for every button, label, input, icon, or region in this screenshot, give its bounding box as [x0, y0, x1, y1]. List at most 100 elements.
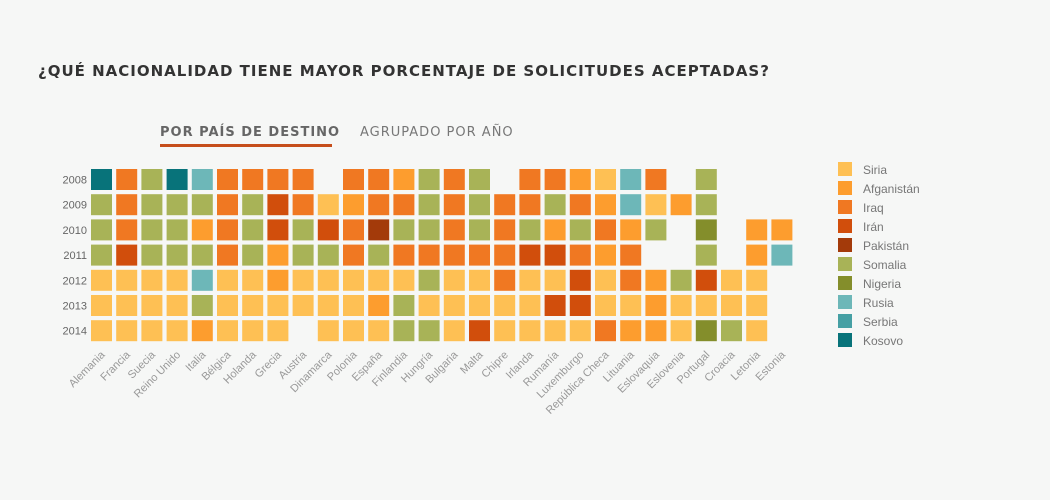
heatmap-cell[interactable]: Eslovenia 2013: Siria: [670, 295, 692, 316]
heatmap-cell[interactable]: Bulgaria 2014: Siria: [443, 320, 465, 342]
heatmap-cell[interactable]: Italia 2008: Rusia: [191, 169, 213, 190]
heatmap-cell[interactable]: Estonia 2010: Afganistán: [771, 219, 793, 241]
heatmap-cell[interactable]: Alemania 2013: Siria: [91, 295, 112, 316]
heatmap-cell[interactable]: Rumanía 2011: Irán: [544, 244, 566, 266]
heatmap-cell[interactable]: Chipre 2009: Iraq: [494, 194, 516, 216]
heatmap-cell[interactable]: Finlandia 2012: Siria: [393, 269, 415, 291]
heatmap-cell[interactable]: Luxemburgo 2013: Irán: [569, 295, 591, 316]
heatmap-cell[interactable]: Francia 2009: Iraq: [116, 194, 138, 216]
heatmap-cell[interactable]: Chipre 2012: Iraq: [494, 269, 516, 291]
heatmap-cell[interactable]: República Checa 2008: Siria: [595, 169, 616, 190]
heatmap-cell[interactable]: Hungría 2012: Somalia: [418, 269, 440, 291]
heatmap-cell[interactable]: Suecia 2013: Siria: [141, 295, 163, 316]
heatmap-cell[interactable]: Bélgica 2013: Siria: [217, 295, 238, 316]
heatmap-cell[interactable]: Holanda 2012: Siria: [242, 269, 264, 291]
heatmap-cell[interactable]: Grecia 2012: Afganistán: [267, 269, 289, 291]
tab-por-pais-de-destino[interactable]: POR PAÍS DE DESTINO: [160, 125, 341, 140]
heatmap-cell[interactable]: Holanda 2014: Siria: [242, 320, 264, 342]
heatmap-cell[interactable]: Portugal 2009: Somalia: [695, 194, 717, 216]
heatmap-cell[interactable]: Eslovaquia 2012: Afganistán: [645, 269, 667, 291]
heatmap-cell[interactable]: Dinamarca 2009: Siria: [317, 194, 339, 216]
heatmap-cell[interactable]: Hungría 2010: Somalia: [418, 219, 440, 241]
heatmap-cell[interactable]: Dinamarca 2010: Irán: [317, 219, 339, 241]
heatmap-cell[interactable]: Austria 2009: Iraq: [292, 194, 314, 216]
heatmap-cell[interactable]: Lituania 2014: Afganistán: [620, 320, 642, 342]
heatmap-cell[interactable]: España 2012: Siria: [368, 269, 390, 291]
tab-agrupado-por-ano[interactable]: AGRUPADO POR AÑO: [360, 125, 514, 140]
heatmap-cell[interactable]: Portugal 2014: Nigeria: [695, 320, 717, 342]
heatmap-cell[interactable]: Finlandia 2013: Somalia: [393, 295, 415, 316]
heatmap-cell[interactable]: Francia 2011: Irán: [116, 244, 138, 266]
heatmap-cell[interactable]: Eslovaquia 2014: Afganistán: [645, 320, 667, 342]
heatmap-cell[interactable]: Rumanía 2013: Irán: [544, 295, 566, 316]
heatmap-cell[interactable]: Bulgaria 2008: Iraq: [443, 169, 465, 190]
heatmap-cell[interactable]: Chipre 2011: Iraq: [494, 244, 516, 266]
heatmap-cell[interactable]: Eslovaquia 2008: Iraq: [645, 169, 667, 190]
heatmap-cell[interactable]: República Checa 2012: Siria: [595, 269, 616, 291]
heatmap-cell[interactable]: Lituania 2011: Iraq: [620, 244, 642, 266]
heatmap-cell[interactable]: Grecia 2014: Siria: [267, 320, 289, 342]
heatmap-cell[interactable]: Austria 2011: Somalia: [292, 244, 314, 266]
heatmap-cell[interactable]: Malta 2010: Somalia: [469, 219, 490, 241]
heatmap-cell[interactable]: Croacia 2013: Siria: [721, 295, 742, 316]
heatmap-cell[interactable]: España 2010: Pakistán: [368, 219, 390, 241]
heatmap-cell[interactable]: Austria 2008: Iraq: [292, 169, 314, 190]
heatmap-cell[interactable]: República Checa 2013: Siria: [595, 295, 616, 316]
heatmap-cell[interactable]: Luxemburgo 2010: Somalia: [569, 219, 591, 241]
heatmap-cell[interactable]: Holanda 2013: Siria: [242, 295, 264, 316]
heatmap-cell[interactable]: Francia 2010: Iraq: [116, 219, 138, 241]
heatmap-cell[interactable]: Alemania 2010: Somalia: [91, 219, 112, 241]
heatmap-cell[interactable]: Irlanda 2011: Irán: [519, 244, 541, 266]
heatmap-cell[interactable]: Chipre 2010: Iraq: [494, 219, 516, 241]
heatmap-cell[interactable]: República Checa 2014: Iraq: [595, 320, 616, 342]
heatmap-cell[interactable]: Hungría 2013: Siria: [418, 295, 440, 316]
heatmap-cell[interactable]: Rumanía 2010: Afganistán: [544, 219, 566, 241]
heatmap-cell[interactable]: Irlanda 2014: Siria: [519, 320, 541, 342]
heatmap-cell[interactable]: Dinamarca 2012: Siria: [317, 269, 339, 291]
heatmap-cell[interactable]: Austria 2012: Siria: [292, 269, 314, 291]
heatmap-cell[interactable]: Polonia 2010: Iraq: [343, 219, 364, 241]
heatmap-cell[interactable]: Suecia 2008: Somalia: [141, 169, 163, 190]
heatmap-cell[interactable]: Letonia 2012: Siria: [746, 269, 768, 291]
heatmap-cell[interactable]: Eslovenia 2009: Afganistán: [670, 194, 692, 216]
heatmap-cell[interactable]: Polonia 2012: Siria: [343, 269, 364, 291]
heatmap-cell[interactable]: Luxemburgo 2011: Iraq: [569, 244, 591, 266]
heatmap-cell[interactable]: Lituania 2008: Rusia: [620, 169, 642, 190]
heatmap-cell[interactable]: Finlandia 2011: Iraq: [393, 244, 415, 266]
heatmap-cell[interactable]: Italia 2013: Somalia: [191, 295, 213, 316]
heatmap-cell[interactable]: Lituania 2013: Siria: [620, 295, 642, 316]
heatmap-cell[interactable]: Polonia 2014: Siria: [343, 320, 364, 342]
heatmap-cell[interactable]: Luxemburgo 2012: Irán: [569, 269, 591, 291]
heatmap-cell[interactable]: Luxemburgo 2008: Afganistán: [569, 169, 591, 190]
heatmap-cell[interactable]: Eslovenia 2014: Siria: [670, 320, 692, 342]
heatmap-cell[interactable]: Letonia 2010: Afganistán: [746, 219, 768, 241]
heatmap-cell[interactable]: Portugal 2013: Siria: [695, 295, 717, 316]
heatmap-cell[interactable]: Hungría 2009: Somalia: [418, 194, 440, 216]
heatmap-cell[interactable]: Francia 2014: Siria: [116, 320, 138, 342]
heatmap-cell[interactable]: Hungría 2008: Somalia: [418, 169, 440, 190]
heatmap-cell[interactable]: Eslovaquia 2013: Afganistán: [645, 295, 667, 316]
heatmap-cell[interactable]: Bulgaria 2011: Iraq: [443, 244, 465, 266]
heatmap-cell[interactable]: Italia 2014: Afganistán: [191, 320, 213, 342]
heatmap-cell[interactable]: Eslovenia 2012: Somalia: [670, 269, 692, 291]
heatmap-cell[interactable]: Alemania 2012: Siria: [91, 269, 112, 291]
heatmap-cell[interactable]: Bélgica 2011: Iraq: [217, 244, 238, 266]
heatmap-cell[interactable]: Bulgaria 2013: Siria: [443, 295, 465, 316]
heatmap-cell[interactable]: España 2008: Iraq: [368, 169, 390, 190]
heatmap-cell[interactable]: Dinamarca 2011: Somalia: [317, 244, 339, 266]
heatmap-cell[interactable]: República Checa 2011: Afganistán: [595, 244, 616, 266]
heatmap-cell[interactable]: Grecia 2009: Irán: [267, 194, 289, 216]
heatmap-cell[interactable]: Luxemburgo 2014: Siria: [569, 320, 591, 342]
heatmap-cell[interactable]: Rumanía 2014: Siria: [544, 320, 566, 342]
heatmap-cell[interactable]: Bélgica 2009: Iraq: [217, 194, 238, 216]
heatmap-cell[interactable]: Lituania 2009: Rusia: [620, 194, 642, 216]
heatmap-cell[interactable]: Portugal 2011: Somalia: [695, 244, 717, 266]
heatmap-cell[interactable]: Malta 2011: Iraq: [469, 244, 490, 266]
heatmap-cell[interactable]: Bélgica 2012: Siria: [217, 269, 238, 291]
heatmap-cell[interactable]: Portugal 2012: Irán: [695, 269, 717, 291]
heatmap-cell[interactable]: Grecia 2013: Siria: [267, 295, 289, 316]
heatmap-cell[interactable]: Italia 2012: Rusia: [191, 269, 213, 291]
heatmap-cell[interactable]: Irlanda 2012: Siria: [519, 269, 541, 291]
heatmap-cell[interactable]: Eslovaquia 2009: Siria: [645, 194, 667, 216]
heatmap-cell[interactable]: Suecia 2010: Somalia: [141, 219, 163, 241]
